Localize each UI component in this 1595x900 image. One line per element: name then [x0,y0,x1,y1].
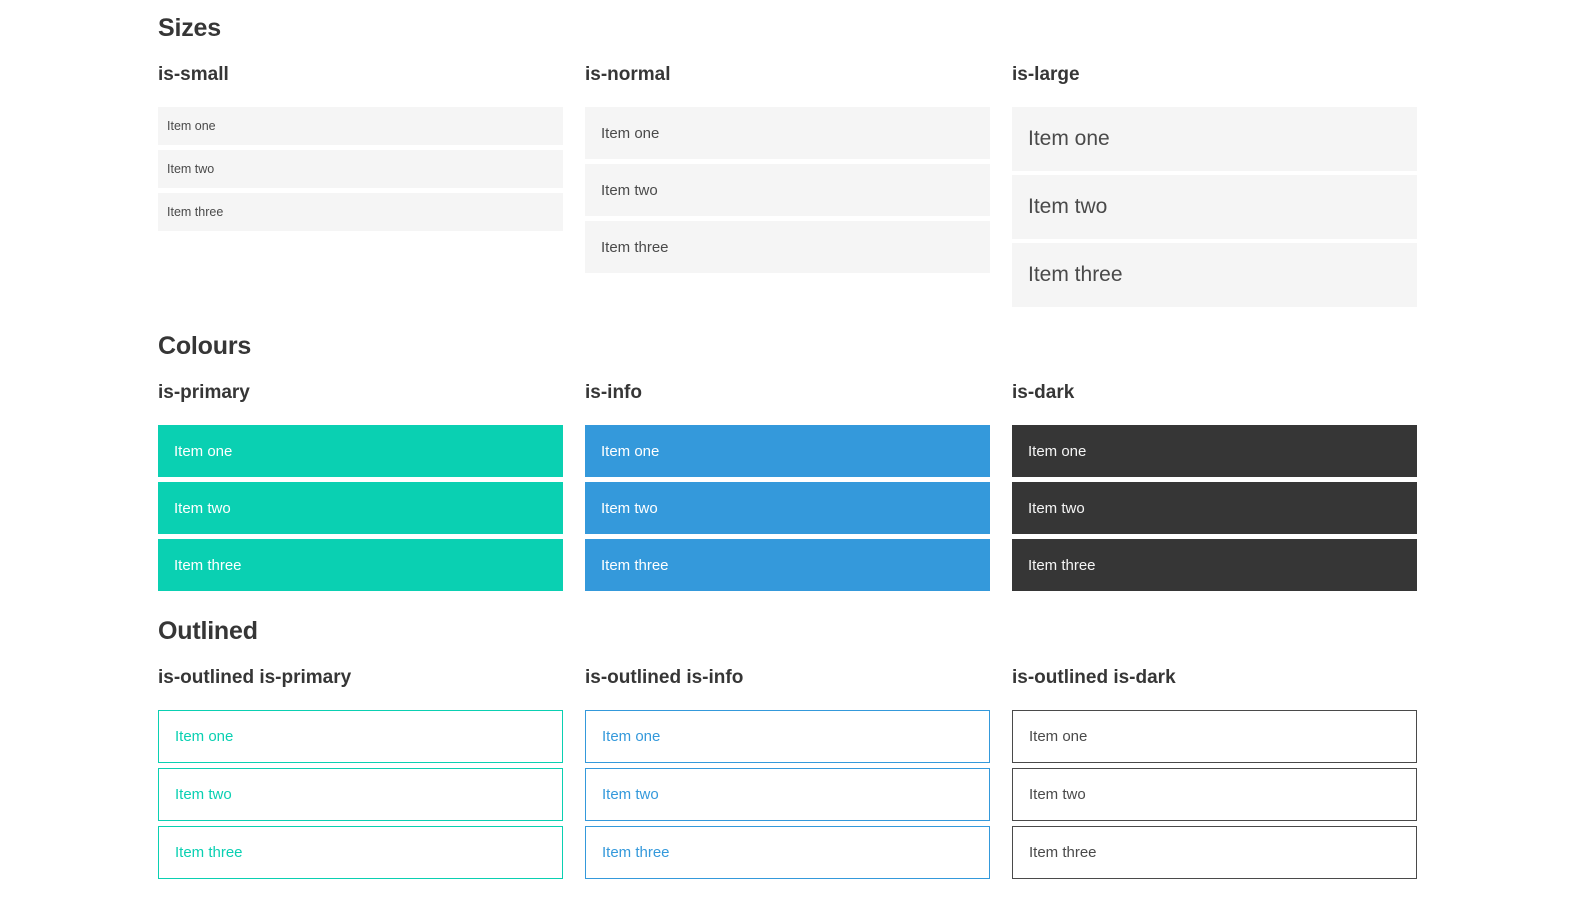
column-is-outlined-is-info: is-outlined is-info Item one Item two It… [585,666,990,879]
menu-list-primary: Item one Item two Item three [158,425,563,591]
column-label-is-info: is-info [585,382,642,403]
column-is-outlined-is-primary: is-outlined is-primary Item one Item two… [158,666,563,879]
column-label-is-outlined-is-primary: is-outlined is-primary [158,667,352,688]
menu-item[interactable]: Item three [585,826,990,879]
section-sizes: Sizes is-small Item one Item two Item th… [158,14,1595,311]
column-is-normal: is-normal Item one Item two Item three [585,63,990,273]
menu-item[interactable]: Item two [585,768,990,821]
menu-item[interactable]: Item two [1012,768,1417,821]
sizes-row: is-small Item one Item two Item three is… [158,63,1595,311]
menu-item[interactable]: Item two [1012,482,1417,534]
section-title-colours: Colours [158,332,252,360]
column-is-dark: is-dark Item one Item two Item three [1012,381,1417,591]
menu-item[interactable]: Item two [158,768,563,821]
section-title-outlined: Outlined [158,617,258,645]
menu-item[interactable]: Item three [585,221,990,273]
section-colours: Colours is-primary Item one Item two Ite… [158,332,1595,591]
menu-item[interactable]: Item three [1012,243,1417,307]
menu-item[interactable]: Item two [1012,175,1417,239]
column-label-is-primary: is-primary [158,382,250,403]
column-is-large: is-large Item one Item two Item three [1012,63,1417,311]
menu-list-normal: Item one Item two Item three [585,107,990,273]
column-is-primary: is-primary Item one Item two Item three [158,381,563,591]
column-label-is-large: is-large [1012,64,1080,85]
menu-item[interactable]: Item one [585,425,990,477]
column-is-info: is-info Item one Item two Item three [585,381,990,591]
section-title-sizes: Sizes [158,14,221,42]
column-label-is-dark: is-dark [1012,382,1075,403]
menu-item[interactable]: Item two [158,150,563,188]
column-is-outlined-is-dark: is-outlined is-dark Item one Item two It… [1012,666,1417,879]
menu-item[interactable]: Item two [585,482,990,534]
menu-item[interactable]: Item one [158,425,563,477]
menu-item[interactable]: Item one [158,710,563,763]
menu-list-small: Item one Item two Item three [158,107,563,231]
menu-list-outlined-dark: Item one Item two Item three [1012,710,1417,879]
menu-item[interactable]: Item two [585,164,990,216]
column-label-is-outlined-is-info: is-outlined is-info [585,667,744,688]
menu-item[interactable]: Item three [158,826,563,879]
column-label-is-outlined-is-dark: is-outlined is-dark [1012,667,1176,688]
menu-item[interactable]: Item one [585,710,990,763]
menu-item[interactable]: Item one [158,107,563,145]
menu-list-outlined-info: Item one Item two Item three [585,710,990,879]
column-label-is-normal: is-normal [585,64,671,85]
menu-item[interactable]: Item one [1012,710,1417,763]
column-label-is-small: is-small [158,64,229,85]
menu-list-outlined-primary: Item one Item two Item three [158,710,563,879]
menu-list-large: Item one Item two Item three [1012,107,1417,307]
menu-item[interactable]: Item one [1012,425,1417,477]
menu-item[interactable]: Item three [1012,539,1417,591]
outlined-row: is-outlined is-primary Item one Item two… [158,666,1595,879]
menu-item[interactable]: Item three [1012,826,1417,879]
column-is-small: is-small Item one Item two Item three [158,63,563,231]
menu-item[interactable]: Item one [1012,107,1417,171]
menu-item[interactable]: Item one [585,107,990,159]
section-outlined: Outlined is-outlined is-primary Item one… [158,617,1595,879]
menu-item[interactable]: Item three [158,193,563,231]
menu-list-info: Item one Item two Item three [585,425,990,591]
menu-item[interactable]: Item three [158,539,563,591]
menu-item[interactable]: Item two [158,482,563,534]
colours-row: is-primary Item one Item two Item three … [158,381,1595,591]
menu-list-dark: Item one Item two Item three [1012,425,1417,591]
menu-item[interactable]: Item three [585,539,990,591]
